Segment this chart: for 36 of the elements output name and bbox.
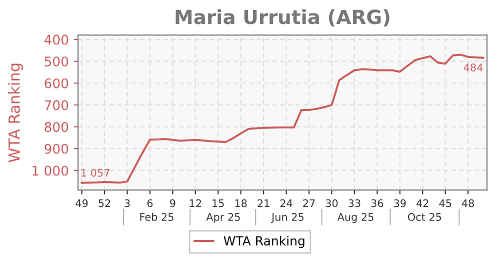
x-tick-label: 45 (439, 199, 452, 208)
x-tick-label: 36 (371, 199, 384, 208)
y-tick-label: 700 (44, 100, 68, 110)
y-tick-label: 600 (44, 78, 68, 88)
x-tick-label: 18 (235, 199, 247, 208)
x2-tick-label: Oct 25 (408, 213, 442, 221)
x-tick-label: 12 (190, 199, 201, 208)
x-tick-label: 6 (147, 199, 153, 208)
x-tick-label: 30 (326, 199, 338, 208)
x-tick-label: 33 (348, 199, 360, 208)
x2-tick-label: Feb 25 (140, 212, 174, 221)
x-tick-label: 52 (98, 199, 110, 208)
data-label: 1 057 (82, 168, 110, 177)
x-tick-label: 42 (416, 199, 428, 208)
line-series (80, 54, 484, 184)
x-tick-label: 9 (170, 199, 176, 208)
x-tick-label: 24 (280, 199, 292, 208)
x-tick-label: 39 (394, 199, 406, 208)
x-tick-label: 48 (462, 199, 474, 208)
data-label: 484 (464, 64, 483, 72)
chart-title: Maria Urrutia (ARG) (176, 9, 390, 27)
y-tick-label: 400 (44, 34, 68, 45)
y-axis-title: WTA Ranking (8, 64, 23, 162)
legend-label: WTA Ranking (224, 236, 304, 248)
x2-tick-label: Aug 25 (337, 213, 374, 223)
x2-tick-label: Apr 25 (206, 213, 240, 223)
y-tick-label: 1 000 (32, 166, 68, 176)
x-tick-label: 3 (124, 199, 130, 208)
x-tick-label: 27 (303, 199, 315, 208)
y-tick-label: 900 (44, 144, 68, 154)
x-tick-label: 49 (76, 199, 88, 208)
y-tick-label: 500 (44, 56, 68, 66)
x-tick-label: 15 (212, 199, 224, 208)
y-tick-label: 800 (44, 122, 68, 132)
x2-tick-label: Jun 25 (271, 213, 304, 223)
x-tick-label: 21 (258, 199, 270, 208)
